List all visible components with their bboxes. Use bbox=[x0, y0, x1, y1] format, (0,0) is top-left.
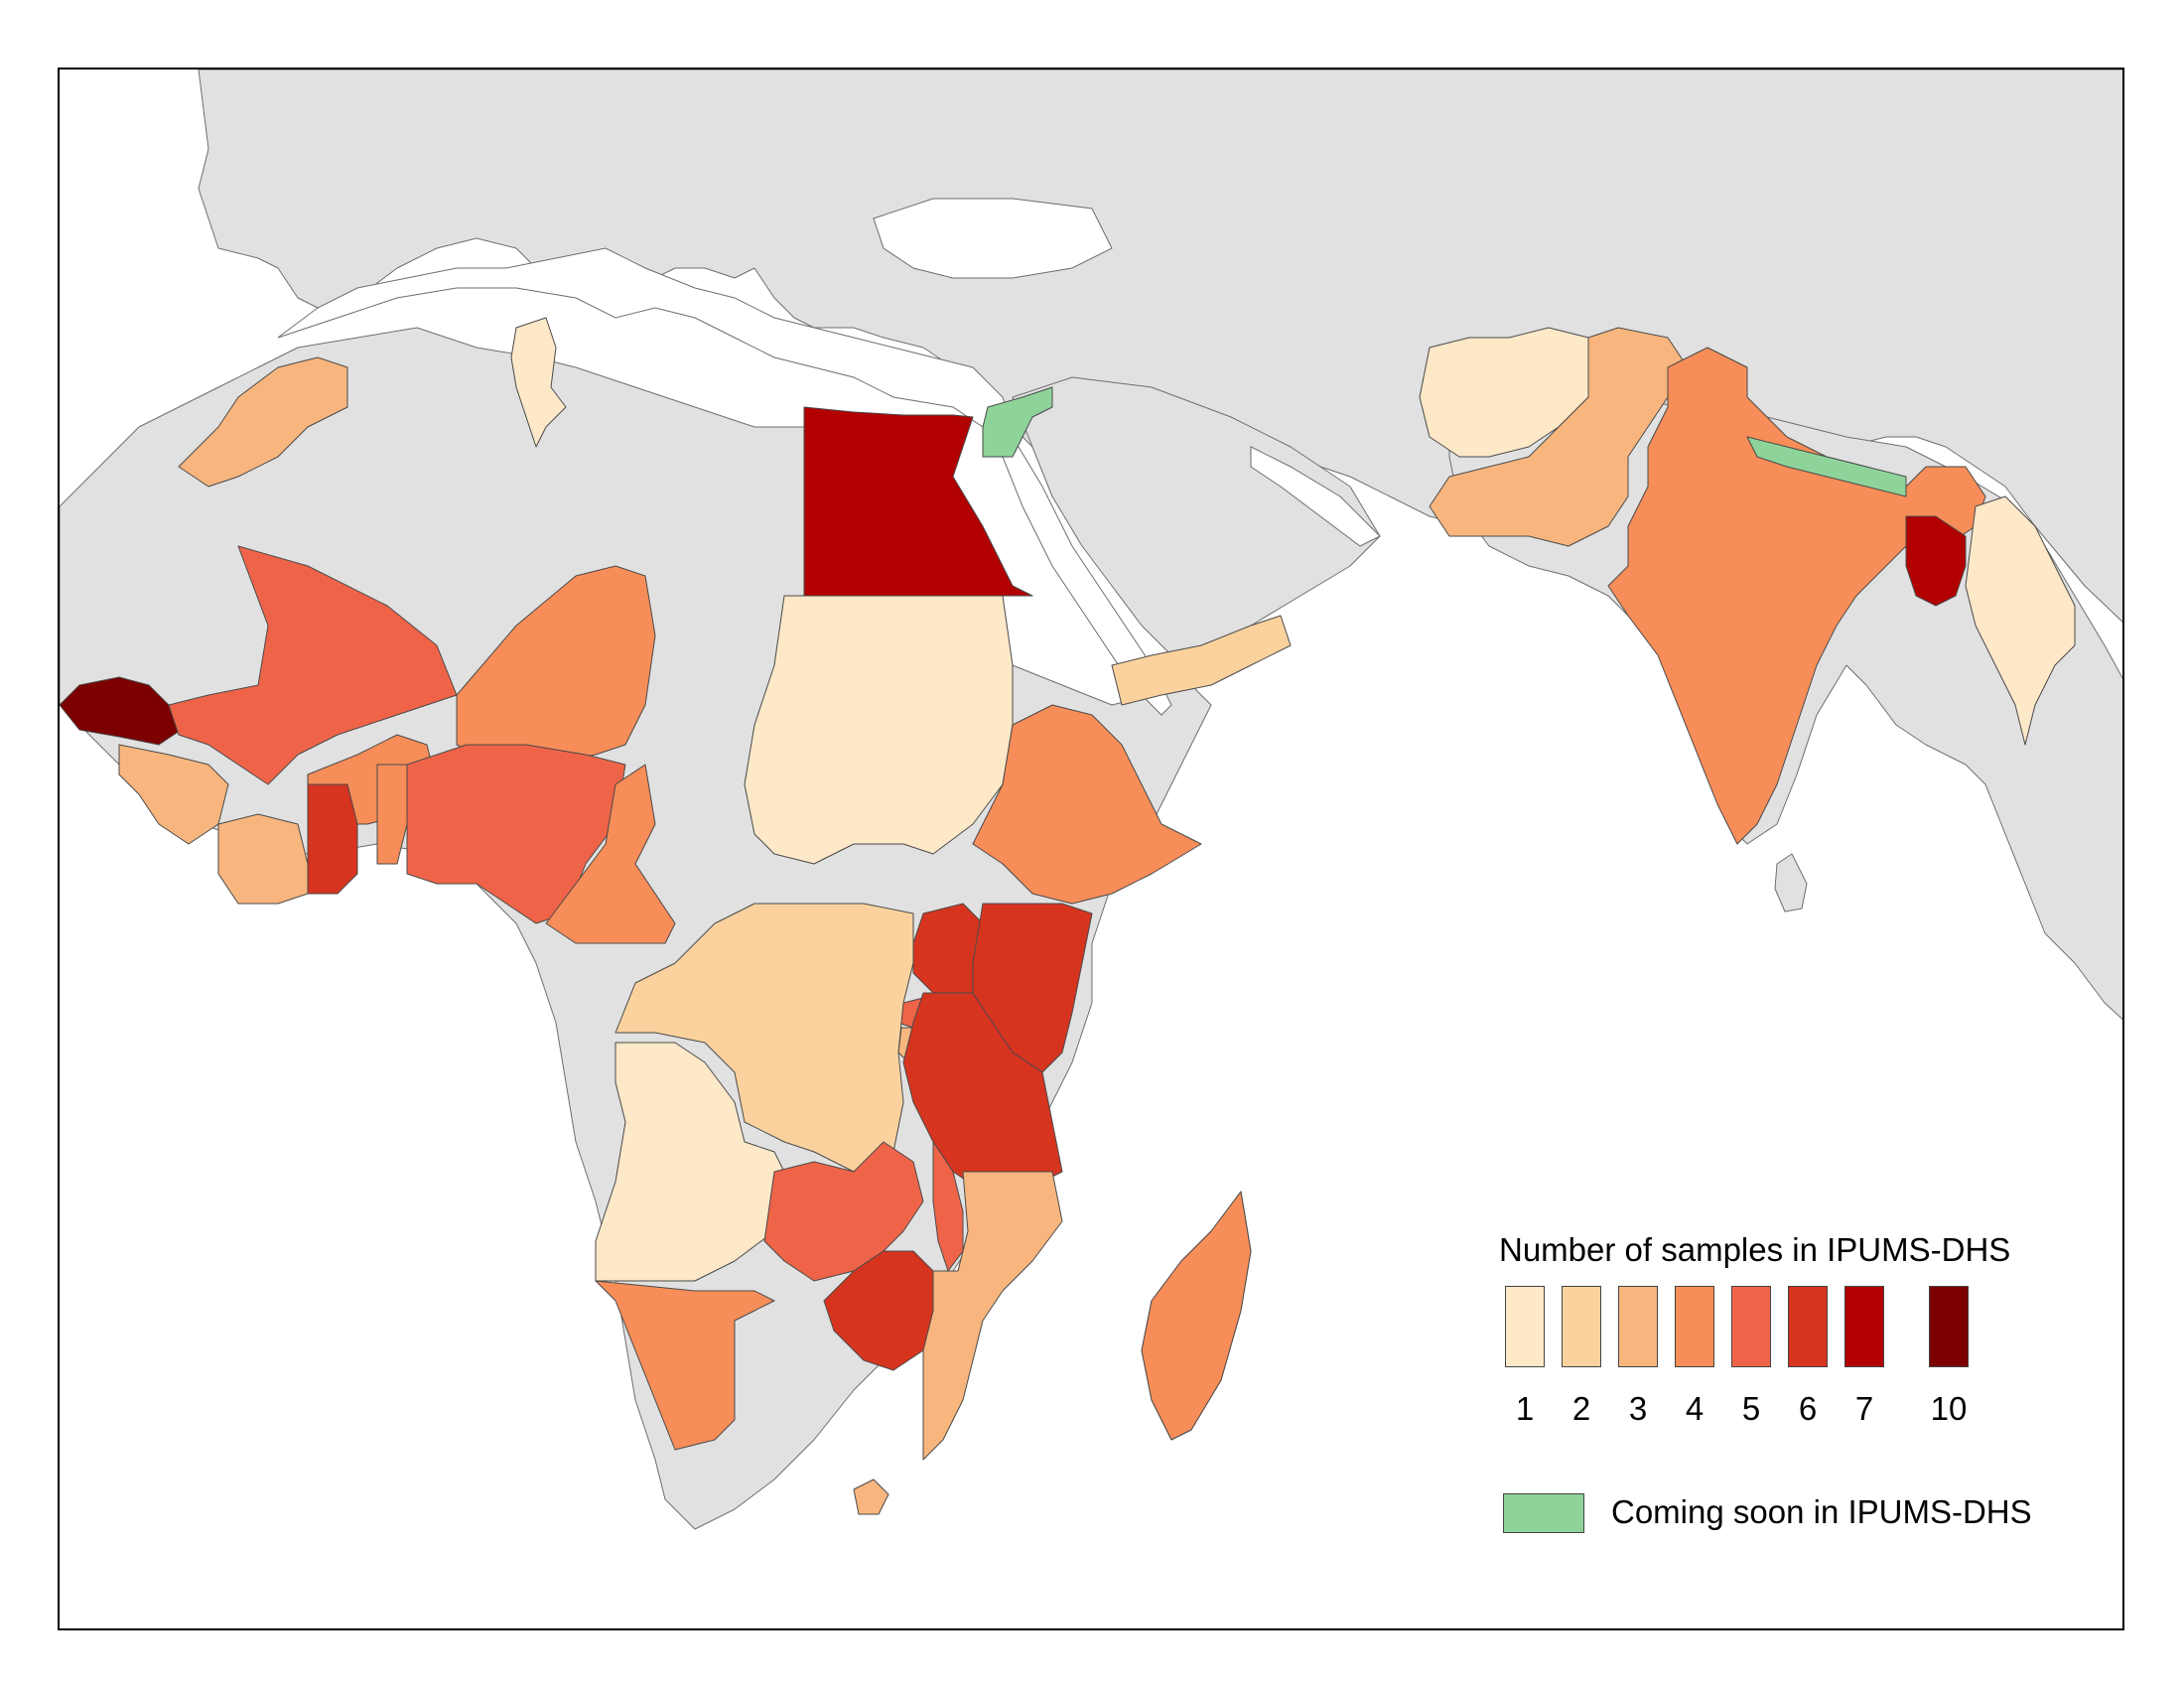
country-myanmar bbox=[1965, 495, 2076, 746]
legend-label-5: 5 bbox=[1741, 1390, 1761, 1427]
legend-swatch-10 bbox=[1929, 1286, 1969, 1367]
legend-label-2: 2 bbox=[1571, 1390, 1591, 1427]
legend-title: Number of samples in IPUMS-DHS bbox=[1499, 1231, 2011, 1268]
legend-swatch-5 bbox=[1731, 1286, 1771, 1367]
legend-swatch-7 bbox=[1844, 1286, 1884, 1367]
land-sri-lanka bbox=[1774, 853, 1808, 913]
legend-coming-soon-swatch bbox=[1503, 1493, 1584, 1533]
country-cameroon bbox=[545, 764, 676, 944]
legend-label-4: 4 bbox=[1685, 1390, 1705, 1427]
country-jordan bbox=[982, 386, 1053, 458]
country-ethiopia bbox=[972, 704, 1202, 905]
country-ghana bbox=[307, 783, 358, 895]
country-yemen bbox=[1111, 615, 1292, 706]
legend-label-3: 3 bbox=[1628, 1390, 1648, 1427]
country-malawi bbox=[932, 1141, 964, 1272]
country-sudan bbox=[744, 595, 1014, 865]
persian-gulf bbox=[1250, 446, 1381, 547]
water-layer bbox=[277, 198, 1381, 716]
country-zimbabwe bbox=[823, 1250, 934, 1371]
country-tunisia bbox=[510, 317, 567, 448]
country-cote-divoire bbox=[217, 813, 309, 905]
country-benin bbox=[376, 764, 408, 865]
country-nepal bbox=[1746, 436, 1907, 497]
black-sea bbox=[873, 198, 1113, 279]
legend-swatch-4 bbox=[1675, 1286, 1714, 1367]
country-lesotho bbox=[853, 1478, 889, 1515]
legend-label-6: 6 bbox=[1798, 1390, 1818, 1427]
country-zambia bbox=[763, 1141, 924, 1282]
legend-label-1: 1 bbox=[1515, 1390, 1535, 1427]
country-madagascar bbox=[1141, 1191, 1252, 1441]
country-namibia bbox=[595, 1280, 775, 1451]
country-layer bbox=[60, 317, 2076, 1515]
map-frame: Number of samples in IPUMS-DHS 1 2 3 4 5 6 7 10… bbox=[58, 68, 2124, 1630]
legend-label-7: 7 bbox=[1854, 1390, 1874, 1427]
mediterranean-sea bbox=[277, 247, 1014, 428]
country-mozambique bbox=[912, 1171, 1063, 1461]
land-arabia bbox=[1012, 376, 1381, 656]
red-sea bbox=[1002, 435, 1172, 716]
legend-swatch-6 bbox=[1788, 1286, 1828, 1367]
country-mali bbox=[168, 545, 458, 785]
country-guinea bbox=[118, 744, 229, 845]
legend-swatch-1 bbox=[1505, 1286, 1545, 1367]
country-morocco bbox=[178, 356, 348, 488]
country-angola bbox=[595, 1042, 785, 1282]
legend-label-10: 10 bbox=[1930, 1390, 1968, 1427]
country-bangladesh bbox=[1905, 515, 1967, 607]
legend-coming-soon-label: Coming soon in IPUMS-DHS bbox=[1611, 1493, 2032, 1530]
legend-swatch-3 bbox=[1618, 1286, 1658, 1367]
legend-swatch-2 bbox=[1562, 1286, 1601, 1367]
map-canvas bbox=[60, 70, 2122, 1530]
map-legend: Number of samples in IPUMS-DHS 1 2 3 4 5 6 7 10… bbox=[1469, 1221, 2122, 1559]
